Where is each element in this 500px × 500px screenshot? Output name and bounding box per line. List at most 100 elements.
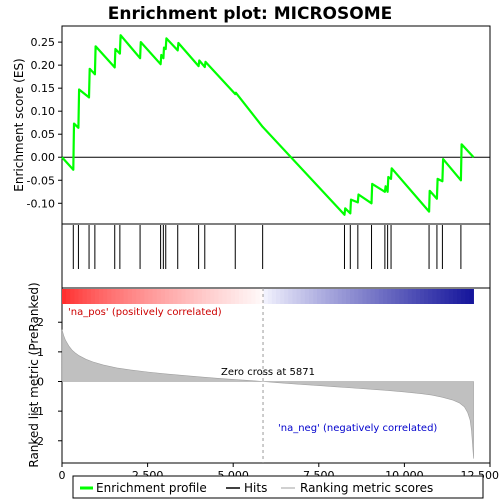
es-y-tick-label: 0.10 — [31, 105, 56, 118]
ranking-y-tick-label: -1 — [33, 405, 44, 418]
heatmap-segment — [271, 289, 277, 304]
heatmap-segment — [457, 289, 462, 304]
heatmap-segment — [189, 289, 195, 304]
legend-hits-label: Hits — [244, 481, 267, 495]
heatmap-segment — [144, 289, 149, 304]
heatmap-segment — [86, 289, 92, 304]
heatmap-segment — [201, 289, 207, 304]
hits-panel — [72, 225, 462, 269]
heatmap-segment — [160, 289, 166, 304]
heatmap-segment — [420, 289, 425, 304]
heatmap-segment — [210, 289, 215, 304]
es-y-tick-label: 0.15 — [31, 82, 56, 95]
x-tick-label: 0 — [59, 469, 66, 482]
enrichment-profile-line — [61, 34, 475, 216]
chart-title: Enrichment plot: MICROSOME — [108, 4, 393, 24]
heatmap-segment — [243, 289, 248, 304]
heatmap-segment — [206, 289, 211, 304]
heatmap-segment — [230, 289, 236, 304]
heatmap-segment — [399, 289, 404, 304]
heatmap-segment — [288, 289, 293, 304]
heatmap-segment — [152, 289, 158, 304]
ranking-panel: -2 -1 0 1 2 — [33, 288, 474, 463]
heatmap-segment — [337, 289, 343, 304]
neg-correlated-label: 'na_neg' (negatively correlated) — [278, 423, 437, 434]
heatmap-segment — [424, 289, 429, 304]
heatmap-segment — [383, 289, 388, 304]
heatmap-segment — [193, 289, 199, 304]
ranking-y-tick-label: -2 — [33, 435, 44, 448]
es-panel: -0.10 -0.05 0.00 0.05 0.10 0.15 0.20 0.25 — [27, 34, 490, 216]
ranking-y-axis-label: Ranked list metric (PreRanked) — [27, 282, 41, 467]
heatmap-segment — [169, 289, 174, 304]
heatmap-segment — [99, 289, 104, 304]
heatmap-segment — [350, 289, 355, 304]
heatmap-segment — [177, 289, 182, 304]
heatmap-segment — [62, 289, 67, 304]
heatmap-segment — [452, 289, 458, 304]
heatmap-segment — [70, 289, 75, 304]
heatmap-segment — [317, 289, 322, 304]
pos-correlated-label: 'na_pos' (positively correlated) — [68, 307, 222, 318]
heatmap-segment — [136, 289, 141, 304]
es-y-tick-label: 0.25 — [31, 36, 56, 49]
heatmap-segment — [82, 289, 88, 304]
heatmap-segment — [251, 289, 256, 304]
zero-cross-label: Zero cross at 5871 — [221, 367, 315, 378]
heatmap-segment — [428, 289, 433, 304]
heatmap-segment — [218, 289, 223, 304]
heatmap-segment — [263, 289, 269, 304]
heatmap-segment — [345, 289, 351, 304]
legend-profile-label: Enrichment profile — [96, 481, 207, 495]
heatmap-segment — [234, 289, 240, 304]
heatmap-segment — [103, 289, 108, 304]
heatmap-segment — [164, 289, 170, 304]
heatmap-segment — [440, 289, 446, 304]
heatmap-segment — [354, 289, 359, 304]
heatmap-segment — [222, 289, 228, 304]
heatmap-segment — [378, 289, 384, 304]
ranking-metric-area — [61, 329, 474, 459]
heatmap-segment — [387, 289, 392, 304]
hits-panel-frame — [61, 223, 491, 289]
heatmap-segment — [300, 289, 306, 304]
heatmap-segment — [358, 289, 363, 304]
heatmap-segment — [444, 289, 450, 304]
heatmap-segment — [247, 289, 252, 304]
heatmap-segment — [374, 289, 380, 304]
heatmap-segment — [74, 289, 79, 304]
heatmap-segment — [370, 289, 376, 304]
es-y-tick-label: -0.10 — [27, 197, 55, 210]
heatmap-segment — [321, 289, 326, 304]
heatmap-segment — [280, 289, 285, 304]
heatmap-segment — [131, 289, 137, 304]
heatmap-segment — [90, 289, 96, 304]
heatmap-segment — [395, 289, 400, 304]
heatmap-segment — [267, 289, 273, 304]
heatmap-segment — [284, 289, 289, 304]
heatmap-segment — [341, 289, 347, 304]
es-panel-frame — [61, 25, 491, 225]
heatmap-segment — [411, 289, 417, 304]
heatmap-segment — [66, 289, 71, 304]
heatmap-segment — [107, 289, 112, 304]
es-y-tick-label: 0.00 — [31, 151, 56, 164]
heatmap-segment — [391, 289, 396, 304]
ranking-y-tick-label: 2 — [37, 316, 44, 329]
heatmap-segment — [94, 289, 100, 304]
es-y-tick-label: 0.05 — [31, 128, 56, 141]
heatmap-segment — [329, 289, 335, 304]
heatmap-segment — [469, 289, 474, 304]
heatmap-segment — [259, 289, 265, 304]
ranking-y-tick-label: 1 — [37, 346, 44, 359]
heatmap-segment — [461, 289, 466, 304]
heatmap-segment — [156, 289, 162, 304]
heatmap-segment — [333, 289, 339, 304]
heatmap-segment — [292, 289, 297, 304]
heatmap-segment — [313, 289, 318, 304]
heatmap-segment — [308, 289, 314, 304]
heatmap-segment — [296, 289, 302, 304]
heatmap-segment — [238, 289, 244, 304]
heatmap-segment — [127, 289, 133, 304]
